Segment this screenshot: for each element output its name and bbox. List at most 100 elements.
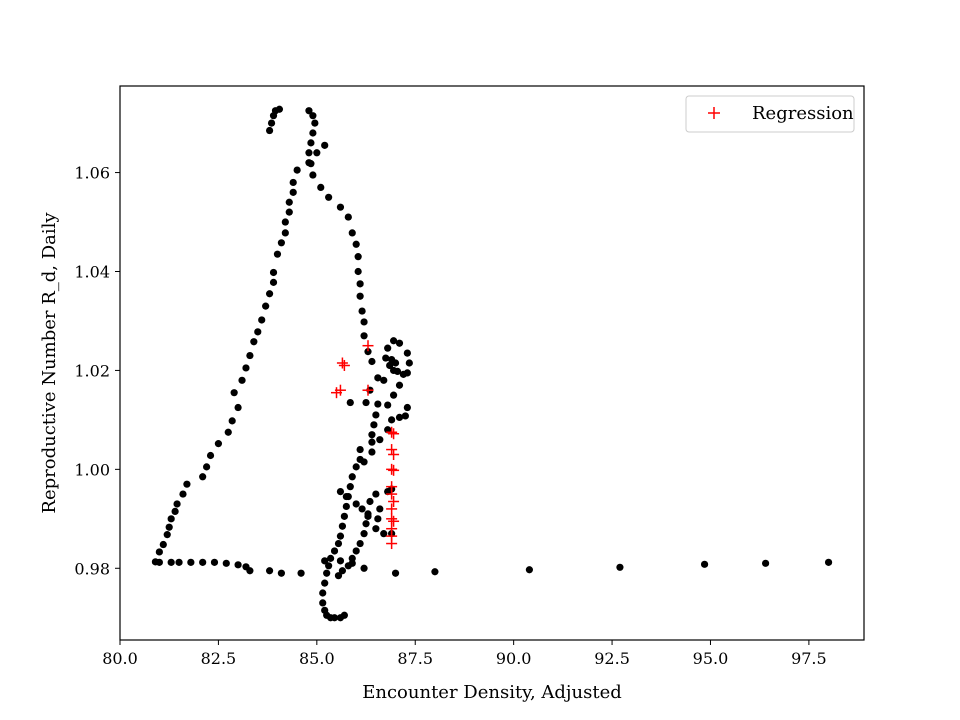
plot-marks [151,105,833,622]
observed-point [277,239,285,247]
observed-point [250,338,258,346]
observed-point [173,500,181,508]
observed-point [372,411,380,419]
observed-point [360,332,368,340]
observed-point [317,183,325,192]
observed-point [330,614,339,622]
observed-point [265,567,274,575]
regression-point [386,463,398,475]
y-tick-label: 1.04 [74,262,110,281]
observed-point [289,178,297,187]
observed-point [311,119,319,127]
x-axis-label: Encounter Density, Adjusted [362,682,622,703]
observed-point [389,391,398,399]
regression-point [334,384,346,396]
observed-point [395,413,404,422]
observed-point [431,568,439,576]
observed-point [352,500,360,508]
observed-point [203,463,211,471]
x-tick-label: 80.0 [102,649,138,668]
observed-point [269,268,278,277]
regression-point [386,426,398,438]
observed-point [372,525,380,533]
observed-point [336,203,345,211]
observed-point [222,559,230,567]
observed-point [391,569,400,577]
observed-point [824,558,833,566]
observed-point [323,569,331,577]
observed-point [374,374,382,382]
observed-point [330,547,339,555]
observed-point [313,149,321,157]
observed-point [321,141,329,149]
observed-point [171,507,179,515]
observed-point [356,539,364,548]
observed-point [384,401,392,409]
observed-point [325,562,333,570]
observed-point [393,367,402,376]
observed-point [354,267,362,276]
observed-point [399,370,408,378]
observed-point [342,492,350,501]
regression-point [338,359,350,371]
observed-point [364,348,372,356]
observed-point [358,307,366,315]
observed-point [265,126,274,135]
observed-point [356,280,364,288]
observed-point [199,473,207,481]
x-tick-label: 90.0 [496,649,532,668]
x-tick-label: 82.5 [201,649,237,668]
observed-point [258,316,266,324]
regression-point [386,503,398,515]
observed-point [389,337,398,345]
plot-frame [119,85,865,641]
observed-point [395,339,404,347]
observed-point [167,558,175,566]
observed-point [346,398,354,407]
regression-point [388,496,400,507]
observed-point [309,112,317,120]
observed-point [395,381,404,389]
observed-point [321,579,329,587]
observed-point [354,253,362,261]
observed-point [321,557,329,565]
observed-point [159,540,167,549]
observed-point [319,589,327,597]
observed-point [368,438,376,446]
observed-point [281,218,289,226]
observed-point [346,483,354,491]
observed-point [214,440,223,448]
observed-point [319,599,327,607]
y-tick-label: 1.02 [74,361,110,380]
observed-point [242,563,250,571]
observed-point [352,547,360,555]
observed-point [265,290,274,298]
observed-point [155,548,163,556]
regression-point [388,464,400,476]
observed-point [405,359,413,367]
observed-point [366,497,374,506]
y-tick-label: 0.98 [74,559,110,578]
observed-point [179,490,187,498]
regression-point [388,449,400,461]
observed-point [370,421,378,429]
observed-point [285,208,293,216]
observed-point [327,554,335,562]
observed-point [307,139,315,147]
observed-point [230,389,238,397]
regression-point [336,357,348,369]
observed-point [297,569,305,577]
observed-point [348,559,356,567]
regression-point [388,428,400,440]
observed-point [305,107,313,115]
observed-point [234,403,242,412]
observed-point [210,558,219,566]
observed-point [289,188,297,196]
observed-point [356,292,364,300]
observed-point [187,558,195,566]
observed-point [401,412,409,420]
observed-point [175,558,183,566]
observed-point [275,105,284,113]
observed-point [616,563,624,571]
observed-point [374,515,382,523]
